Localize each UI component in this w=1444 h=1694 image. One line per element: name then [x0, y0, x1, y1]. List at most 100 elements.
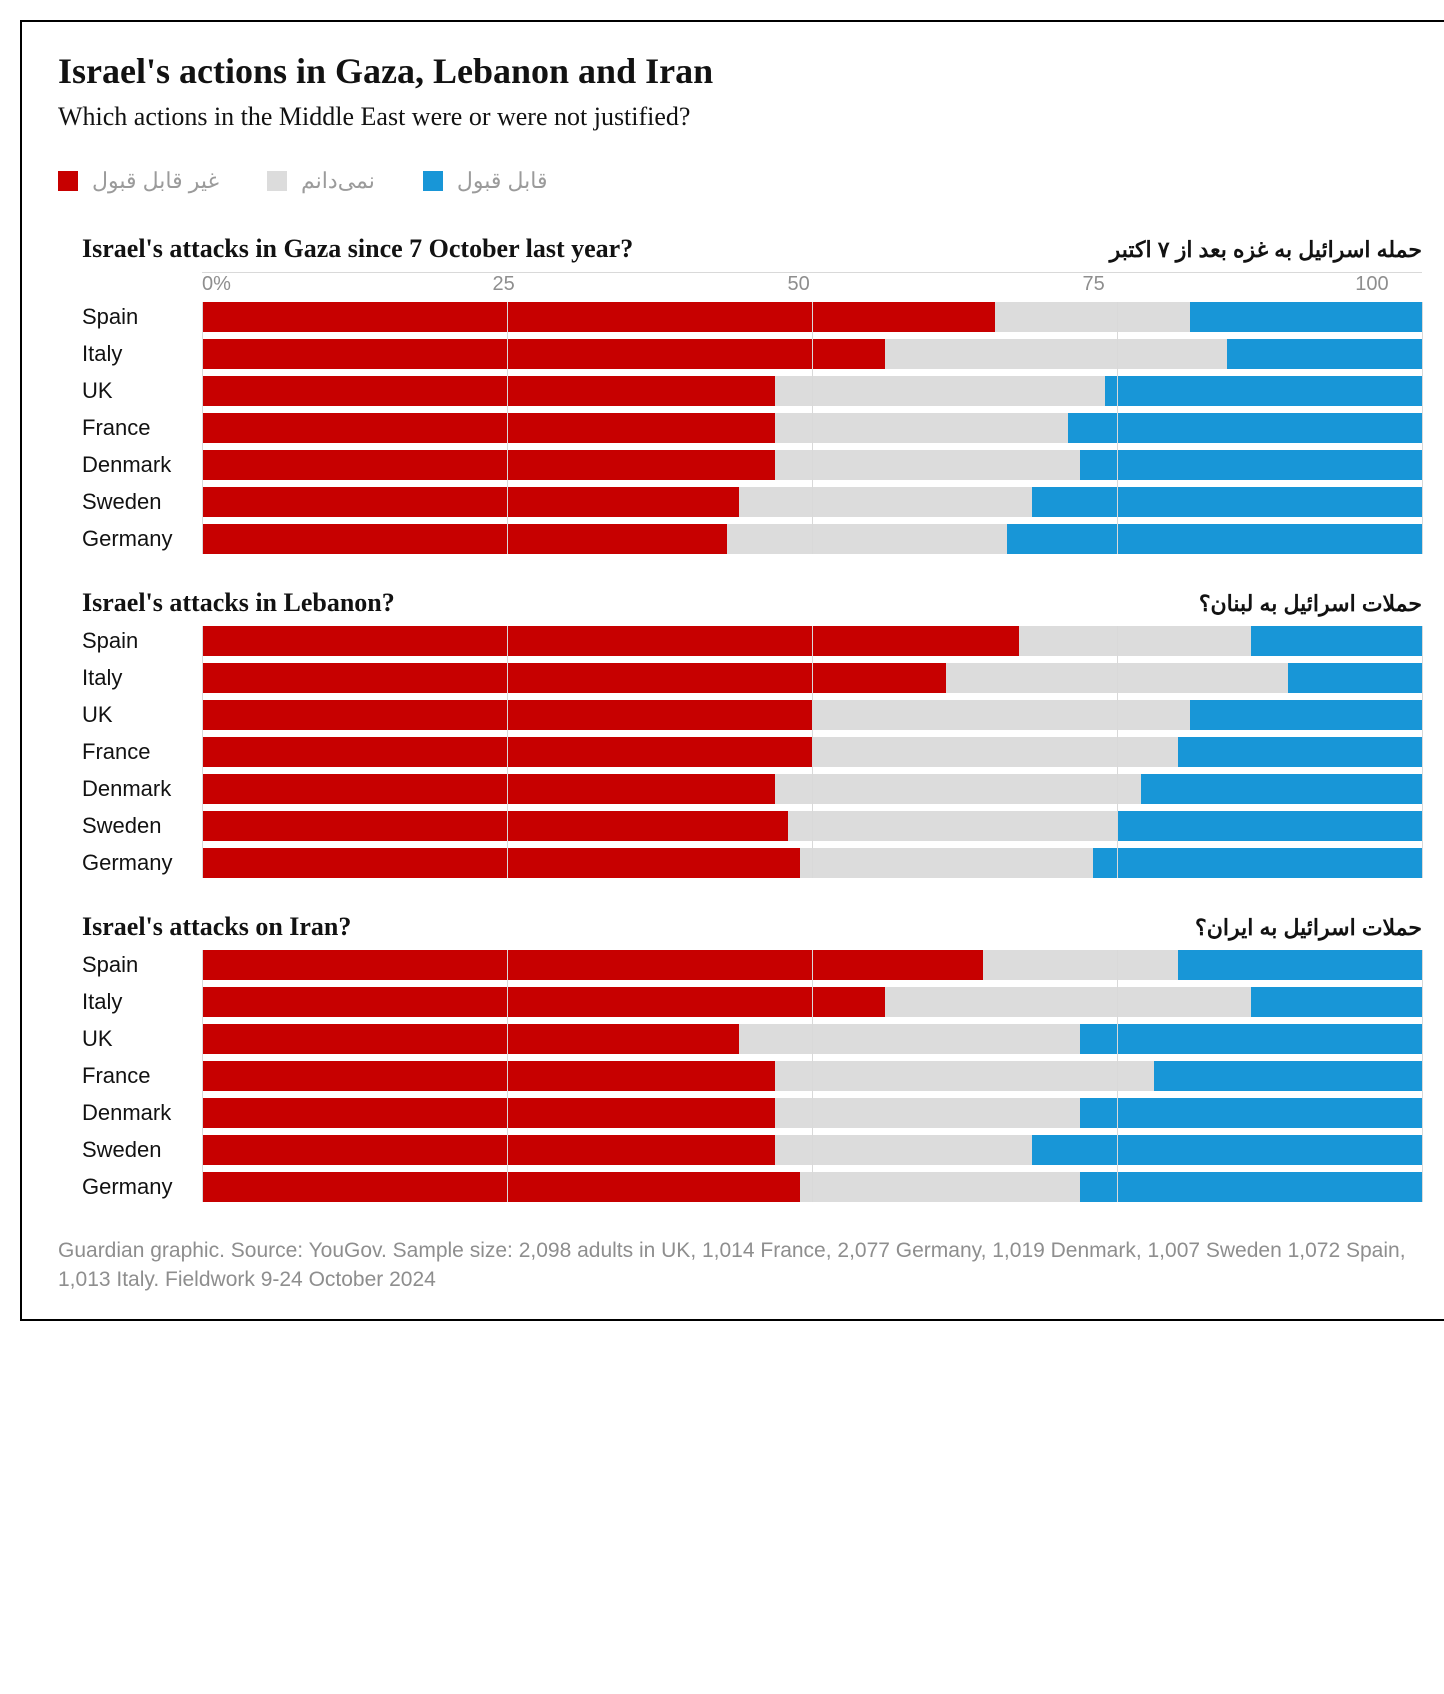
axis-tick-label: 0% — [202, 273, 231, 302]
axis-tick-label: 25 — [493, 273, 515, 302]
bar-segment — [775, 376, 1104, 406]
bar-segment — [1154, 1061, 1422, 1091]
bar-row: Italy — [82, 663, 1422, 693]
chart-area: SpainItalyUKFranceDenmarkSwedenGermany — [82, 626, 1422, 878]
panels-container: Israel's attacks in Gaza since 7 October… — [58, 234, 1426, 1202]
gridline — [1422, 626, 1423, 878]
bar-row: UK — [82, 1024, 1422, 1054]
bar-segment — [1007, 524, 1422, 554]
bar-segment — [739, 1024, 1081, 1054]
chart-panel: Israel's attacks in Lebanon?حملات اسرائی… — [58, 588, 1426, 878]
bar-row: Denmark — [82, 774, 1422, 804]
source-note: Guardian graphic. Source: YouGov. Sample… — [58, 1236, 1426, 1295]
bar-segment — [202, 1024, 739, 1054]
legend: غیر قابل قبولنمی‌دانمقابل قبول — [58, 168, 1426, 194]
chart-area: SpainItalyUKFranceDenmarkSwedenGermany — [82, 950, 1422, 1202]
bar-segment — [1227, 339, 1422, 369]
panel-title-en: Israel's attacks on Iran? — [82, 912, 351, 942]
bar-segment — [202, 487, 739, 517]
bar-segment — [1288, 663, 1422, 693]
bar-segment — [1068, 413, 1422, 443]
x-axis: 0%255075100 — [202, 272, 1422, 302]
bar-row: France — [82, 737, 1422, 767]
panel-title-fa: حملات اسرائیل به ایران؟ — [1195, 915, 1422, 941]
panel-title-en: Israel's attacks in Gaza since 7 October… — [82, 234, 633, 264]
bar-segment — [202, 1098, 775, 1128]
row-label: Germany — [82, 1174, 202, 1200]
panel-title-en: Israel's attacks in Lebanon? — [82, 588, 395, 618]
bar-track — [202, 1135, 1422, 1165]
bar-segment — [1141, 774, 1422, 804]
row-label: UK — [82, 702, 202, 728]
bar-segment — [775, 1061, 1153, 1091]
chart-title: Israel's actions in Gaza, Lebanon and Ir… — [58, 50, 1426, 92]
bar-segment — [946, 663, 1288, 693]
row-label: France — [82, 1063, 202, 1089]
row-label: France — [82, 415, 202, 441]
bar-segment — [1080, 1172, 1422, 1202]
legend-item: نمی‌دانم — [267, 168, 375, 194]
bar-rows: SpainItalyUKFranceDenmarkSwedenGermany — [82, 626, 1422, 878]
bar-segment — [812, 737, 1178, 767]
chart-panel: Israel's attacks on Iran? حملات اسرائیل ب… — [58, 912, 1426, 1202]
bar-track — [202, 1061, 1422, 1091]
bar-row: Sweden — [82, 487, 1422, 517]
chart-area: 0%255075100SpainItalyUKFranceDenmarkSwed… — [82, 272, 1422, 554]
bar-segment — [202, 811, 788, 841]
row-label: Spain — [82, 304, 202, 330]
bar-segment — [800, 1172, 1081, 1202]
bar-track — [202, 376, 1422, 406]
chart-subtitle: Which actions in the Middle East were or… — [58, 102, 1426, 132]
bar-segment — [775, 450, 1080, 480]
bar-segment — [202, 987, 885, 1017]
bar-segment — [812, 700, 1190, 730]
panel-title-fa: حمله اسرائیل به غزه بعد از ۷ اکتبر — [1110, 237, 1422, 263]
bar-segment — [202, 1061, 775, 1091]
bar-segment — [202, 524, 727, 554]
bar-segment — [202, 774, 775, 804]
bar-row: France — [82, 413, 1422, 443]
bar-track — [202, 700, 1422, 730]
bar-track — [202, 848, 1422, 878]
legend-item: غیر قابل قبول — [58, 168, 219, 194]
bar-row: UK — [82, 376, 1422, 406]
row-label: Germany — [82, 850, 202, 876]
row-label: Denmark — [82, 452, 202, 478]
bar-segment — [1178, 950, 1422, 980]
bar-segment — [202, 376, 775, 406]
bar-row: Denmark — [82, 450, 1422, 480]
legend-swatch — [267, 171, 287, 191]
bar-segment — [983, 950, 1178, 980]
bar-track — [202, 302, 1422, 332]
bar-track — [202, 950, 1422, 980]
bar-row: Germany — [82, 848, 1422, 878]
bar-segment — [202, 663, 946, 693]
bar-track — [202, 450, 1422, 480]
panel-header: Israel's attacks on Iran? حملات اسرائیل ب… — [82, 912, 1422, 942]
bar-segment — [995, 302, 1190, 332]
row-label: Italy — [82, 989, 202, 1015]
row-label: Spain — [82, 628, 202, 654]
legend-label: نمی‌دانم — [301, 168, 375, 194]
legend-swatch — [423, 171, 443, 191]
bar-row: Germany — [82, 524, 1422, 554]
bar-segment — [1251, 626, 1422, 656]
bar-rows: SpainItalyUKFranceDenmarkSwedenGermany — [82, 302, 1422, 554]
rows-wrap: SpainItalyUKFranceDenmarkSwedenGermany — [82, 950, 1422, 1202]
bar-segment — [202, 700, 812, 730]
rows-wrap: SpainItalyUKFranceDenmarkSwedenGermany — [82, 302, 1422, 554]
bar-segment — [800, 848, 1093, 878]
bar-segment — [1190, 302, 1422, 332]
bar-segment — [1032, 487, 1422, 517]
bar-segment — [775, 1135, 1031, 1165]
panel-header: Israel's attacks in Gaza since 7 October… — [82, 234, 1422, 264]
bar-segment — [1190, 700, 1422, 730]
bar-row: France — [82, 1061, 1422, 1091]
bar-track — [202, 1024, 1422, 1054]
bar-segment — [1105, 376, 1422, 406]
row-label: UK — [82, 1026, 202, 1052]
bar-track — [202, 487, 1422, 517]
bar-segment — [202, 737, 812, 767]
bar-segment — [885, 339, 1227, 369]
bar-segment — [1080, 1024, 1422, 1054]
